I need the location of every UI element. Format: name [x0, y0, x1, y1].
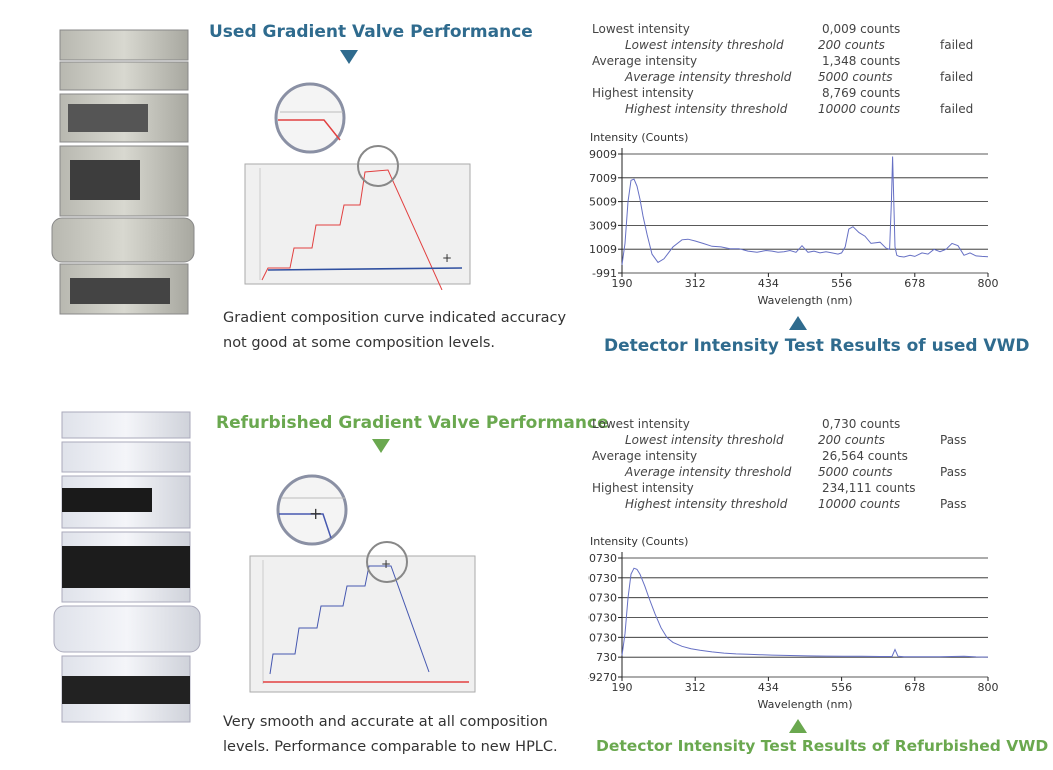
refurb-title-arrow-icon: [372, 439, 390, 453]
used-caption-line2: not good at some composition levels.: [223, 335, 496, 351]
refurb-stat-status: Pass: [940, 433, 967, 447]
used-stat-status: failed: [940, 102, 974, 116]
used-gradient-graph: +: [244, 82, 471, 290]
used-y-tick-label: 3009: [589, 219, 617, 232]
used-stat-label: Lowest intensity: [592, 22, 690, 36]
refurb-y-axis-label: Intensity (Counts): [590, 535, 688, 548]
refurb-y-tick-label: -49270: [588, 671, 617, 684]
used-x-tick-label: 556: [831, 277, 852, 290]
refurb-stat-status: Pass: [940, 465, 967, 479]
refurb-x-axis-label: Wavelength (nm): [757, 698, 852, 711]
used-result-title: Detector Intensity Test Results of used …: [604, 336, 1030, 356]
used-y-tick-label: 5009: [589, 196, 617, 209]
refurb-result-arrow-icon: [789, 719, 807, 733]
refurb-stat-label: Highest intensity: [592, 481, 694, 495]
used-hplc-image: [51, 29, 195, 315]
refurb-hplc-image: [53, 411, 201, 723]
refurb-result-title: Detector Intensity Test Results of Refur…: [596, 737, 1049, 755]
used-stat-label: Average intensity threshold: [625, 70, 792, 84]
used-x-tick-label: 678: [904, 277, 925, 290]
used-stat-value: 10000 counts: [818, 102, 901, 116]
refurb-y-tick-label: 100730: [588, 612, 617, 625]
used-x-axis-label: Wavelength (nm): [757, 294, 852, 307]
used-intensity-chart: Intensity (Counts) 9009 7009 5009 3009 1009 -9…: [589, 131, 999, 307]
used-x-tick-label: 190: [612, 277, 633, 290]
used-caption: Gradient composition curve indicated acc…: [223, 306, 583, 356]
refurb-y-tick-label: 50730: [588, 631, 617, 644]
refurb-section-title: Refurbished Gradient Valve Performance: [216, 413, 609, 433]
refurb-plot-area: [622, 552, 988, 677]
refurb-stat-value: 234,111 counts: [822, 481, 916, 495]
used-x-tick-label: 800: [978, 277, 999, 290]
used-stat-label: Highest intensity: [592, 86, 694, 100]
used-y-tick-label: 9009: [589, 148, 617, 161]
refurb-caption-line1: Very smooth and accurate at all composit…: [223, 714, 548, 730]
refurb-stat-label: Average intensity threshold: [625, 465, 792, 479]
refurb-x-tick-label: 312: [685, 681, 706, 694]
svg-text:+: +: [309, 504, 322, 523]
used-stat-value: 0,009 counts: [822, 22, 901, 36]
refurb-x-tick-label: 678: [904, 681, 925, 694]
refurb-stat-label: Lowest intensity threshold: [625, 433, 784, 447]
used-caption-line1: Gradient composition curve indicated acc…: [223, 310, 567, 326]
refurb-stat-value: 0,730 counts: [822, 417, 901, 431]
refurb-x-tick-label: 800: [978, 681, 999, 694]
refurb-x-tick-label: 556: [831, 681, 852, 694]
svg-text:+: +: [442, 251, 452, 265]
refurb-stat-value: 26,564 counts: [822, 449, 908, 463]
used-stat-value: 1,348 counts: [822, 54, 901, 68]
used-y-tick-label: -991: [592, 267, 617, 280]
used-stat-label: Average intensity: [592, 54, 698, 68]
used-intensity-series-line: [621, 156, 989, 265]
refurb-stat-label: Highest intensity threshold: [625, 497, 788, 511]
used-stat-value: 200 counts: [818, 38, 885, 52]
used-plot-area: [622, 148, 988, 273]
used-stat-value: 8,769 counts: [822, 86, 901, 100]
refurb-x-tick-label: 434: [758, 681, 779, 694]
refurb-caption: Very smooth and accurate at all composit…: [223, 710, 583, 760]
refurb-gradient-graph: + +: [249, 474, 476, 693]
refurb-stat-label: Lowest intensity: [592, 417, 690, 431]
used-stats-table: Lowest intensity 0,009 counts Lowest int…: [592, 22, 1012, 118]
used-stat-value: 5000 counts: [818, 70, 893, 84]
refurb-y-tick-label: 250730: [588, 552, 617, 565]
refurb-y-tick-label: 730: [596, 651, 617, 664]
refurb-stat-status: Pass: [940, 497, 967, 511]
refurb-stats-table: Lowest intensity 0,730 counts Lowest int…: [592, 417, 1012, 513]
used-stat-status: failed: [940, 38, 974, 52]
used-x-tick-label: 434: [758, 277, 779, 290]
used-title-arrow-icon: [340, 50, 358, 64]
refurb-stat-label: Average intensity: [592, 449, 698, 463]
used-stat-status: failed: [940, 70, 974, 84]
used-x-tick-label: 312: [685, 277, 706, 290]
refurb-intensity-chart: Intensity (Counts) 250730 200730 150730 1007…: [588, 535, 999, 711]
refurb-y-tick-label: 200730: [588, 572, 617, 585]
refurb-stat-value: 10000 counts: [818, 497, 901, 511]
refurb-stat-value: 200 counts: [818, 433, 885, 447]
used-stat-label: Highest intensity threshold: [625, 102, 788, 116]
svg-text:+: +: [381, 557, 391, 571]
used-result-arrow-icon: [789, 316, 807, 330]
used-y-axis-label: Intensity (Counts): [590, 131, 688, 144]
used-section-title: Used Gradient Valve Performance: [209, 22, 533, 42]
refurb-y-tick-label: 150730: [588, 592, 617, 605]
refurb-intensity-series-line: [621, 567, 989, 658]
used-y-tick-label: 1009: [589, 243, 617, 256]
refurb-x-tick-label: 190: [612, 681, 633, 694]
used-y-tick-label: 7009: [589, 172, 617, 185]
used-stat-label: Lowest intensity threshold: [625, 38, 784, 52]
refurb-stat-value: 5000 counts: [818, 465, 893, 479]
refurb-caption-line2: levels. Performance comparable to new HP…: [223, 739, 558, 755]
